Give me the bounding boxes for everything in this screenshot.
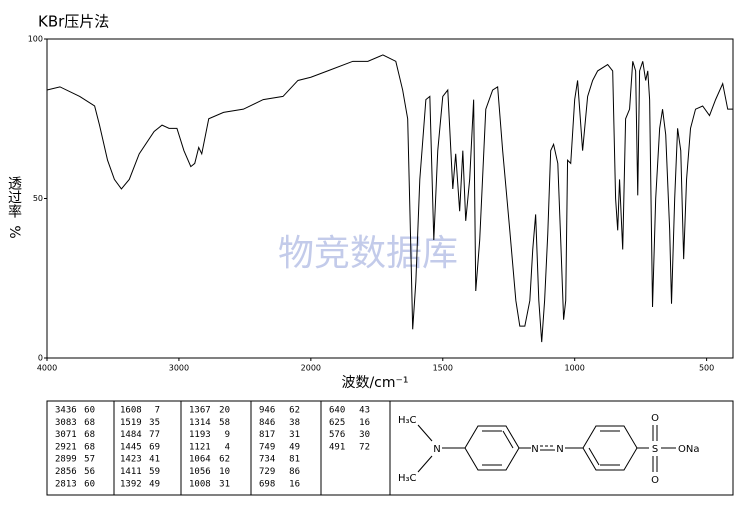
peak-wavenumber: 1121 [189,442,211,452]
atom-label: ONa [678,444,699,455]
atom-label: H₃C [398,415,417,426]
peak-wavenumber: 3436 [55,406,77,416]
peak-wavenumber: 846 [259,418,275,428]
peak-transmittance: 49 [289,442,300,452]
y-axis-unit: % [6,225,22,238]
peak-transmittance: 69 [149,442,160,452]
y-axis-label: 透过率 [6,176,22,218]
peak-wavenumber: 1193 [189,430,211,440]
peak-wavenumber: 749 [259,442,275,452]
peak-wavenumber: 1484 [120,430,142,440]
peak-transmittance: 7 [155,406,160,416]
column-dividers [113,401,391,495]
peak-wavenumber: 640 [329,406,345,416]
peak-transmittance: 59 [149,467,160,477]
peak-transmittance: 9 [225,430,230,440]
peak-wavenumber: 1314 [189,418,211,428]
peak-transmittance: 77 [149,430,160,440]
peak-transmittance: 62 [219,455,230,465]
peak-wavenumber: 1445 [120,442,142,452]
peak-wavenumber: 2813 [55,479,77,489]
peak-transmittance: 60 [84,479,95,489]
peak-wavenumber: 1064 [189,455,211,465]
peak-transmittance: 20 [219,406,230,416]
peak-wavenumber: 734 [259,455,275,465]
peak-transmittance: 57 [84,455,95,465]
y-tick-label: 50 [33,194,43,203]
peak-wavenumber: 2899 [55,455,77,465]
peak-wavenumber: 576 [329,430,345,440]
x-tick-label: 1000 [565,364,585,373]
chart-title: KBr压片法 [38,13,109,31]
x-tick-label: 4000 [37,364,57,373]
peak-transmittance: 86 [289,467,300,477]
peak-transmittance: 72 [359,442,370,452]
peak-transmittance: 41 [149,455,160,465]
y-tick-label: 0 [38,354,43,363]
peak-transmittance: 56 [84,467,95,477]
peak-wavenumber: 1008 [189,479,211,489]
watermark: 物竞数据库 [278,233,458,274]
peak-transmittance: 31 [289,430,300,440]
atom-label: N [433,444,440,455]
atom-label: N [556,444,563,455]
peak-wavenumber: 1056 [189,467,211,477]
atom-label: H₃C [398,473,417,484]
peak-transmittance: 68 [84,430,95,440]
peak-transmittance: 68 [84,442,95,452]
peak-transmittance: 30 [359,430,370,440]
peak-wavenumber: 1519 [120,418,142,428]
y-tick-label: 100 [28,35,43,44]
plot-frame [46,38,734,359]
peak-transmittance: 35 [149,418,160,428]
peak-wavenumber: 946 [259,406,275,416]
atom-label: S [652,444,658,455]
atom-label: O [651,413,659,424]
peak-wavenumber: 1608 [120,406,142,416]
peak-wavenumber: 729 [259,467,275,477]
x-tick-label: 3000 [169,364,189,373]
peak-wavenumber: 3083 [55,418,77,428]
peak-transmittance: 49 [149,479,160,489]
peak-transmittance: 60 [84,406,95,416]
peak-wavenumber: 2856 [55,467,77,477]
peak-transmittance: 62 [289,406,300,416]
x-tick-label: 500 [699,364,714,373]
x-tick-label: 1500 [433,364,453,373]
peak-transmittance: 58 [219,418,230,428]
peak-wavenumber: 625 [329,418,345,428]
peak-wavenumber: 1423 [120,455,142,465]
spectrum-line [46,54,733,343]
peak-transmittance: 31 [219,479,230,489]
peak-wavenumber: 1392 [120,479,142,489]
peak-wavenumber: 3071 [55,430,77,440]
peak-transmittance: 16 [359,418,370,428]
peak-wavenumber: 1411 [120,467,142,477]
x-axis-label: 波数/cm⁻¹ [341,375,408,391]
atom-label: N [531,444,538,455]
peak-wavenumber: 1367 [189,406,211,416]
structure-bonds [417,424,676,473]
peak-wavenumber: 817 [259,430,275,440]
atom-label: O [651,475,659,486]
x-tick-label: 2000 [301,364,321,373]
peak-transmittance: 10 [219,467,230,477]
peak-wavenumber: 2921 [55,442,77,452]
peak-transmittance: 16 [289,479,300,489]
peak-transmittance: 68 [84,418,95,428]
peak-transmittance: 81 [289,455,300,465]
peak-wavenumber: 491 [329,442,345,452]
peak-transmittance: 38 [289,418,300,428]
peak-wavenumber: 698 [259,479,275,489]
peak-transmittance: 43 [359,406,370,416]
peak-transmittance: 4 [225,442,230,452]
